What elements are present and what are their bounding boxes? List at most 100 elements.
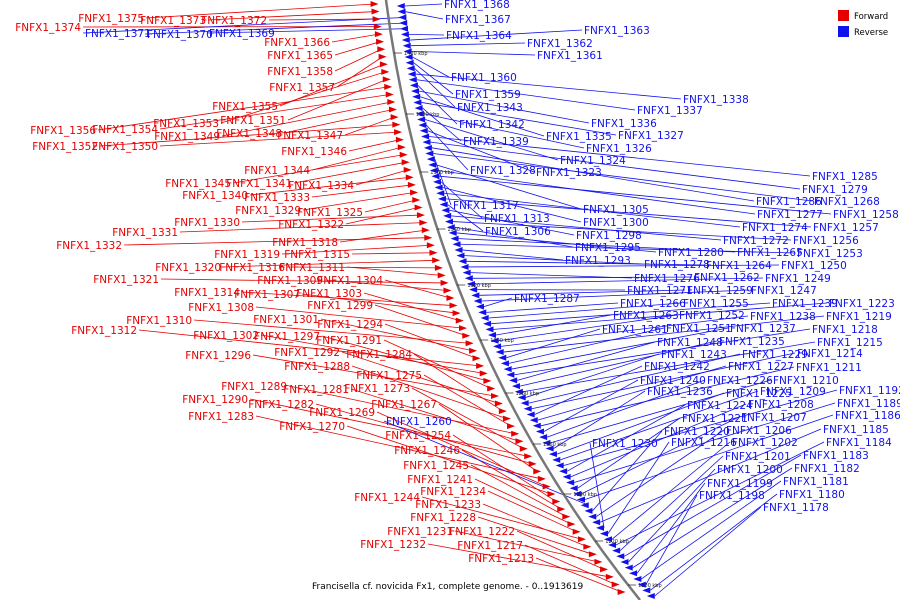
gene-label-reverse: FNFX1_1184: [826, 437, 892, 449]
callout-line-forward: [364, 199, 417, 213]
gene-label-reverse: FNFX1_1335: [546, 131, 612, 143]
gene-feature-forward: [388, 106, 397, 113]
callout-line-forward: [487, 490, 577, 533]
gene-label-forward: FNFX1_1330: [174, 217, 240, 229]
callout-line-reverse: [421, 102, 617, 136]
gene-feature-reverse: [399, 20, 408, 27]
gene-label-reverse: FNFX1_1243: [661, 349, 727, 361]
gene-feature-forward: [432, 257, 441, 264]
gene-label-reverse: FNFX1_1276: [634, 273, 700, 285]
gene-label-reverse: FNFX1_1210: [773, 375, 839, 387]
callout-line-reverse: [454, 226, 574, 248]
gene-label-forward: FNFX1_1312: [71, 325, 137, 337]
gene-label-forward: FNFX1_1315: [284, 249, 350, 261]
gene-feature-reverse: [552, 456, 561, 463]
gene-feature-forward: [472, 355, 481, 362]
gene-label-reverse: FNFX1_1247: [751, 285, 817, 297]
gene-label-forward: FNFX1_1357: [269, 82, 335, 94]
callout-line-reverse: [442, 187, 582, 223]
callout-line-reverse: [624, 454, 802, 557]
gene-feature-forward: [476, 362, 485, 369]
callout-line-forward: [344, 116, 395, 136]
gene-feature-forward: [401, 159, 410, 166]
callout-line-forward: [221, 101, 392, 137]
gene-label-reverse: FNFX1_1198: [699, 490, 765, 502]
gene-feature-reverse: [633, 575, 642, 582]
callout-line-reverse: [420, 96, 545, 137]
gene-label-reverse: FNFX1_1201: [725, 451, 791, 463]
callout-lines: [82, 3, 838, 597]
gene-feature-reverse: [417, 116, 426, 123]
legend-swatch-forward: [838, 10, 849, 21]
gene-label-reverse: FNFX1_1268: [814, 196, 880, 208]
gene-label-forward: FNFX1_1340: [182, 190, 248, 202]
callout-line-reverse: [479, 289, 686, 296]
callout-line-forward: [384, 279, 451, 299]
callout-line-reverse: [553, 390, 646, 449]
gene-label-forward: FNFX1_1325: [297, 207, 363, 219]
gene-feature-reverse: [460, 263, 469, 270]
callout-line-reverse: [411, 50, 536, 56]
gene-label-reverse: FNFX1_1368: [444, 0, 510, 11]
gene-feature-forward: [611, 581, 620, 588]
gene-feature-reverse: [458, 258, 467, 265]
gene-feature-forward: [395, 136, 404, 143]
gene-label-reverse: FNFX1_1251: [666, 323, 732, 335]
gene-label-reverse: FNFX1_1271: [627, 285, 693, 297]
gene-label-reverse: FNFX1_1279: [802, 184, 868, 196]
gene-feature-reverse: [637, 581, 646, 588]
callout-line-forward: [255, 306, 464, 329]
gene-label-reverse: FNFX1_1285: [812, 171, 878, 183]
gene-feature-reverse: [612, 547, 621, 554]
scale-tick-label: 1280 kbp: [515, 391, 539, 397]
gene-feature-reverse: [629, 570, 638, 577]
callout-line-forward: [302, 192, 415, 211]
gene-feature-reverse: [408, 76, 417, 83]
callout-line-reverse: [563, 389, 838, 466]
gene-feature-forward: [382, 76, 391, 83]
gene-label-reverse: FNFX1_1360: [451, 72, 517, 84]
gene-label-reverse: FNFX1_1214: [797, 348, 863, 360]
gene-feature-forward: [437, 272, 446, 279]
gene-feature-reverse: [471, 292, 480, 299]
callout-line-forward: [145, 3, 375, 19]
gene-label-forward: FNFX1_1358: [267, 66, 333, 78]
gene-label-forward: FNFX1_1310: [126, 315, 192, 327]
gene-label-reverse: FNFX1_1265: [737, 247, 803, 259]
gene-label-forward: FNFX1_1284: [346, 349, 412, 361]
callout-line-reverse: [405, 11, 444, 20]
gene-label-forward: FNFX1_1307: [234, 289, 300, 301]
gene-label-forward: FNFX1_1375: [78, 13, 144, 25]
legend-swatch-reverse: [838, 26, 849, 37]
legend-label-reverse: Reverse: [854, 28, 888, 38]
gene-feature-reverse: [425, 150, 434, 157]
gene-label-forward: FNFX1_1299: [307, 300, 373, 312]
gene-feature-forward: [384, 83, 393, 90]
gene-feature-reverse: [431, 173, 440, 180]
callout-line-forward: [241, 291, 454, 306]
gene-label-forward: FNFX1_1233: [415, 499, 481, 511]
gene-feature-reverse: [429, 167, 438, 174]
scale-ticks: 1400 kbp 1380 kbp 1360 kbp 1340 kbp 1320 kbp…: [393, 51, 662, 589]
gene-label-reverse: FNFX1_1342: [459, 119, 525, 131]
gene-feature-reverse: [396, 3, 405, 9]
gene-feature-reverse: [469, 286, 478, 293]
callout-line-reverse: [596, 429, 725, 517]
callout-line-reverse: [517, 341, 656, 381]
gene-label-forward: FNFX1_1303: [296, 288, 362, 300]
callout-line-reverse: [206, 28, 409, 34]
gene-feature-forward: [399, 151, 408, 158]
gene-feature-reverse: [493, 343, 502, 350]
scale-tick-label: 1320 kbp: [467, 283, 491, 289]
callout-line-forward: [334, 48, 382, 72]
gene-feature-reverse: [418, 122, 427, 129]
gene-feature-reverse: [412, 93, 421, 100]
callout-line-reverse: [425, 119, 559, 161]
scale-tick-label: 1400 kbp: [404, 51, 428, 57]
gene-label-reverse: FNFX1_1367: [445, 14, 511, 26]
callout-line-forward: [159, 131, 399, 147]
callout-line-reverse: [592, 430, 663, 512]
gene-label-forward: FNFX1_1289: [221, 381, 287, 393]
scale-tick-label: 1260 kbp: [543, 442, 567, 448]
gene-feature-forward: [583, 543, 592, 550]
